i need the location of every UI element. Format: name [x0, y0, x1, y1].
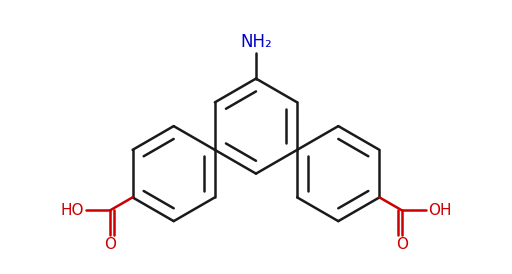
- Text: O: O: [104, 237, 116, 252]
- Text: O: O: [396, 237, 408, 252]
- Text: NH₂: NH₂: [240, 33, 272, 51]
- Text: HO: HO: [60, 203, 84, 218]
- Text: OH: OH: [428, 203, 452, 218]
